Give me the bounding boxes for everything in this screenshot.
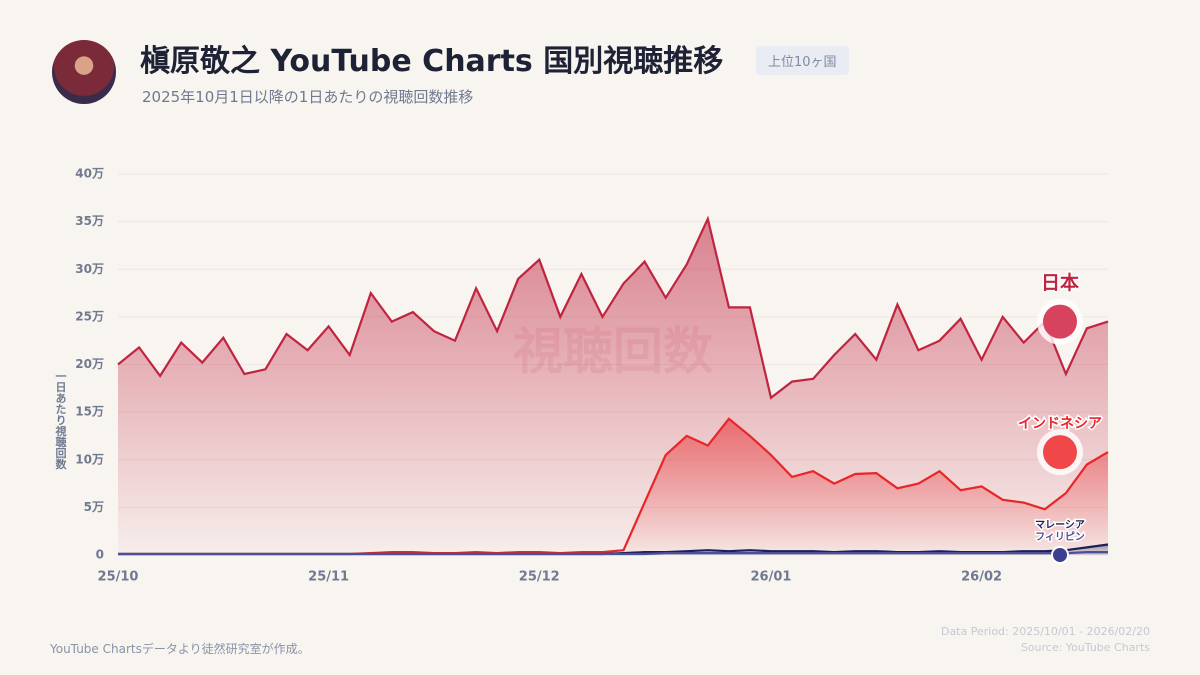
badge: 上位10ヶ国 [756, 46, 849, 75]
title: 槇原敬之 YouTube Charts 国別視聴推移 [140, 44, 724, 79]
area-fill [118, 218, 1108, 556]
flag [1043, 304, 1077, 339]
source: Source: YouTube Charts [1020, 641, 1150, 654]
subtitle: 2025年10月1日以降の1日あたりの視聴回数推移 [142, 88, 474, 106]
flag [1043, 435, 1077, 470]
x-tick-label: 25/10 [98, 570, 139, 585]
avatar [52, 40, 116, 104]
y-tick-label: 35万 [75, 214, 104, 228]
footnote: YouTube Chartsデータより徒然研究室が作成。 [50, 642, 310, 656]
area-fill [118, 418, 1108, 555]
y-tick-label: 20万 [75, 357, 104, 371]
y-tick-label: 0 [96, 548, 104, 562]
y-tick-label: 40万 [75, 167, 104, 181]
y-tick-label: 30万 [75, 262, 104, 276]
x-tick-label: 26/01 [751, 570, 792, 585]
line [118, 551, 1108, 556]
line [117, 215, 1109, 400]
x-tick-label: 25/11 [308, 570, 349, 585]
y-tick-label: 5万 [84, 500, 104, 514]
x-tick-label: 26/02 [961, 570, 1002, 585]
y-tick-label: 25万 [75, 309, 104, 323]
series-label: マレーシア [1035, 519, 1085, 531]
y-tick-label: 15万 [75, 405, 104, 419]
series-label: フィリピン [1035, 531, 1085, 543]
y-axis-label: 一日あたり視聴回数 [54, 371, 68, 471]
x-tick-label: 25/12 [519, 570, 560, 585]
y-tick-label: 10万 [75, 452, 104, 466]
series-label: 日本 [1041, 271, 1079, 294]
series-label: インドネシア [1018, 416, 1102, 432]
data-period: Data Period: 2025/10/01 - 2026/02/20 [940, 625, 1150, 638]
flag [1053, 548, 1067, 562]
